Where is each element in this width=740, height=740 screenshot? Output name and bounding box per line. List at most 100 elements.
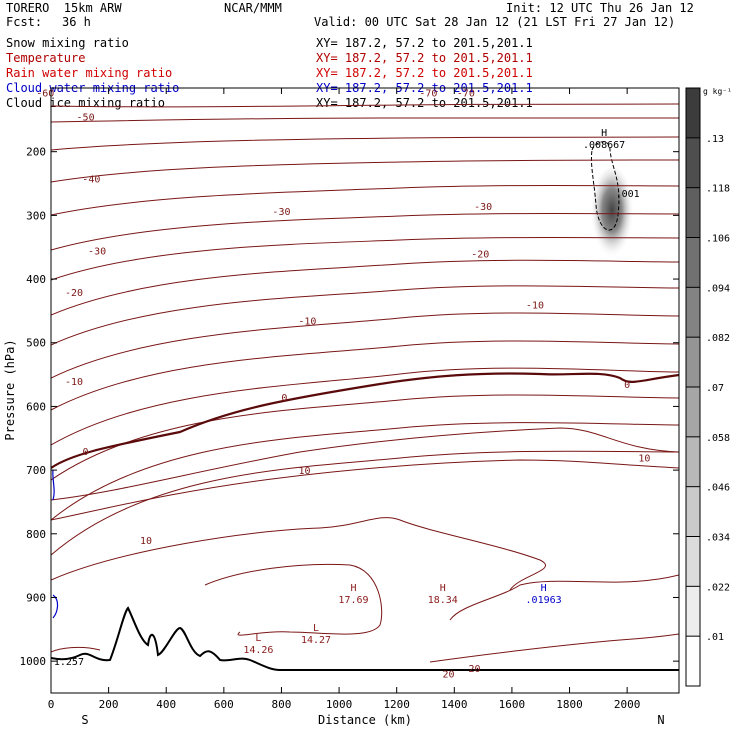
isotherm-label: 10: [140, 536, 152, 547]
extremum-marker: L: [313, 623, 319, 634]
temperature-isotherm: [51, 340, 679, 411]
isotherm-label: -70: [457, 88, 475, 99]
isotherm-label: -10: [526, 301, 544, 312]
y-tick-label: 200: [26, 146, 46, 159]
x-tick-label: 1400: [441, 698, 468, 711]
extremum-value: 17.69: [338, 595, 368, 606]
snow-mixing-ratio-shading: [590, 167, 634, 263]
x-tick-label: 0: [48, 698, 55, 711]
temperature-isotherm: [51, 427, 679, 501]
colorbar-swatch: [686, 586, 700, 637]
isotherm-label: -30: [88, 246, 106, 257]
organization-label: NCAR/MMM: [224, 1, 282, 15]
legend-entry-xy: XY= 187.2, 57.2 to 201.5,201.1: [316, 66, 533, 80]
colorbar-tick-label: .106: [706, 234, 730, 245]
temperature-isotherm: [51, 646, 101, 653]
isotherm-label: 0: [83, 447, 89, 458]
colorbar-swatch: [686, 287, 700, 338]
colorbar-tick-label: .034: [706, 533, 730, 544]
y-axis-label: Pressure (hPa): [3, 339, 17, 440]
x-tick-label: 1600: [499, 698, 526, 711]
valid-time: Valid: 00 UTC Sat 28 Jan 12 (21 LST Fri …: [314, 15, 676, 29]
temperature-isotherm: [449, 574, 679, 621]
extremum-value: 14.26: [243, 645, 273, 656]
x-tick-label: 800: [272, 698, 292, 711]
temperature-isotherm: [51, 517, 546, 591]
x-tick-label: 600: [214, 698, 234, 711]
colorbar-tick-label: .118: [706, 184, 730, 195]
colorbar-tick-label: .022: [706, 582, 730, 593]
x-tick-label: 1800: [556, 698, 583, 711]
legend-entry-name: Rain water mixing ratio: [6, 66, 173, 80]
temperature-isotherm: [51, 459, 679, 521]
temperature-isotherm: [429, 633, 679, 663]
colorbar-tick-label: .058: [706, 433, 730, 444]
x-axis-label: Distance (km): [318, 713, 412, 727]
forecast-label: Fcst:: [6, 15, 43, 29]
temperature-isotherm: [51, 312, 679, 379]
extremum-marker: L: [255, 633, 261, 644]
legend-entry-xy: XY= 187.2, 57.2 to 201.5,201.1: [316, 51, 533, 65]
extremum-value: .01963: [526, 595, 562, 606]
plot-area: [51, 103, 679, 671]
extremum-marker: H: [440, 583, 446, 594]
isotherm-label: -20: [471, 250, 489, 261]
colorbar-tick-label: .046: [706, 483, 730, 494]
extremum-value: 18.34: [428, 595, 458, 606]
isotherm-label: -70: [419, 88, 437, 99]
colorbar-swatch: [686, 137, 700, 189]
extremum-value: .008667: [583, 140, 625, 151]
temperature-isotherm: [51, 159, 679, 183]
y-tick-label: 800: [26, 528, 46, 541]
isotherm-label: -20: [65, 288, 83, 299]
colorbar-tick-label: .01: [706, 632, 724, 643]
temperature-isotherm: [51, 213, 679, 251]
temperature-isotherm: [204, 563, 383, 636]
contour-value-label: 1.257: [54, 657, 84, 668]
y-tick-label: 400: [26, 273, 46, 286]
isotherm-label: 10: [298, 466, 310, 477]
isotherm-label: -10: [298, 316, 316, 327]
isotherm-label: -30: [272, 207, 290, 218]
temperature-isotherm: [51, 367, 679, 446]
cloud-water-contour: [52, 469, 59, 619]
colorbar-swatch: [686, 536, 700, 587]
colorbar-swatch: [686, 436, 700, 488]
terrain-surface-line: [51, 606, 679, 671]
y-tick-label: 500: [26, 337, 46, 350]
extremum-marker: H: [541, 583, 547, 594]
temperature-isotherm: [51, 117, 679, 123]
extremum-marker: H: [601, 128, 607, 139]
colorbar-swatch: [686, 486, 700, 537]
cloud-ice-contour: [591, 141, 620, 231]
isotherm-label: -30: [474, 202, 492, 213]
x-tick-label: 1200: [383, 698, 410, 711]
temperature-isotherm: [51, 259, 679, 316]
y-tick-label: 700: [26, 464, 46, 477]
colorbar-tick-label: .094: [706, 283, 730, 294]
zero-degree-isotherm: [51, 372, 679, 469]
isotherm-label: 10: [638, 453, 650, 464]
temperature-isotherm: [51, 394, 679, 481]
forecast-hours: 36 h: [62, 15, 91, 29]
isotherm-label: -10: [65, 377, 83, 388]
south-end-label: S: [81, 713, 88, 727]
temperature-isotherm: [51, 422, 679, 521]
colorbar-swatch: [686, 88, 700, 139]
legend-entry-name: Temperature: [6, 51, 86, 65]
temperature-isotherm: [51, 103, 679, 108]
extremum-marker: H: [350, 583, 356, 594]
contour-value-label: .001: [616, 189, 640, 200]
isotherm-label: -60: [36, 88, 54, 99]
temperature-isotherm: [51, 136, 679, 151]
model-title: TORERO 15km ARW: [6, 1, 122, 15]
temperature-isotherm: [51, 185, 679, 216]
isotherm-label: 0: [624, 380, 630, 391]
colorbar-swatch: [686, 636, 700, 687]
isotherm-label: 20: [443, 669, 455, 680]
north-end-label: N: [657, 713, 664, 727]
init-time: Init: 12 UTC Thu 26 Jan 12: [506, 1, 694, 15]
temperature-isotherm: [51, 237, 679, 281]
colorbar-tick-label: .082: [706, 333, 730, 344]
